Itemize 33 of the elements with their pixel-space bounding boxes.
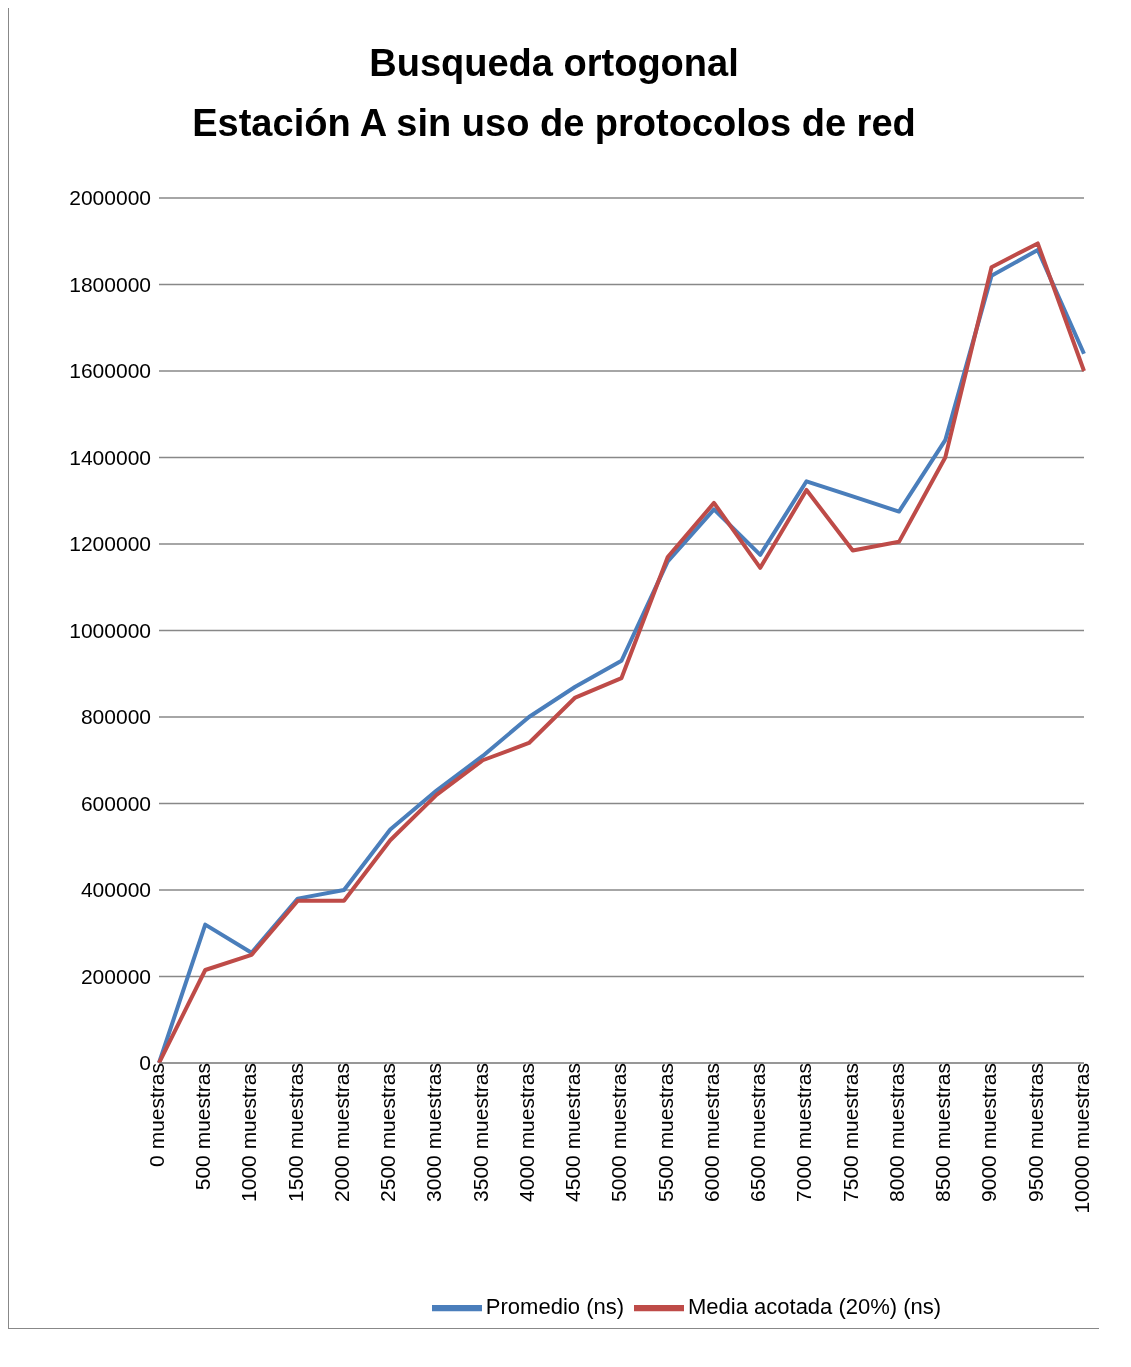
x-tick-label: 2000 muestras — [329, 1063, 353, 1202]
x-tick-label: 500 muestras — [191, 1063, 215, 1191]
x-tick-label: 4500 muestras — [561, 1063, 585, 1202]
x-tick-label: 3500 muestras — [468, 1063, 492, 1202]
x-tick-label: 7500 muestras — [838, 1063, 862, 1202]
x-tick-label: 9000 muestras — [977, 1063, 1001, 1202]
x-tick-label: 5000 muestras — [607, 1063, 631, 1202]
x-tick-label: 7000 muestras — [792, 1063, 816, 1202]
y-tick-label: 2000000 — [69, 186, 151, 210]
x-tick-label: 1500 muestras — [283, 1063, 307, 1202]
x-tick-label: 1000 muestras — [237, 1063, 261, 1202]
x-tick-label: 10000 muestras — [1069, 1063, 1093, 1214]
x-tick-label: 6000 muestras — [699, 1063, 723, 1202]
x-tick-label: 5500 muestras — [653, 1063, 677, 1202]
x-tick-label: 3000 muestras — [422, 1063, 446, 1202]
legend-label: Media acotada (20%) (ns) — [688, 1293, 942, 1319]
y-tick-label: 200000 — [80, 964, 151, 988]
y-tick-label: 400000 — [80, 878, 151, 902]
y-tick-label: 600000 — [80, 791, 151, 815]
y-tick-label: 1800000 — [69, 272, 151, 296]
y-tick-label: 1400000 — [69, 445, 151, 469]
x-tick-label: 8500 muestras — [931, 1063, 955, 1202]
x-tick-label: 8000 muestras — [884, 1063, 908, 1202]
y-tick-label: 800000 — [80, 705, 151, 729]
y-tick-label: 1200000 — [69, 532, 151, 556]
x-tick-label: 2500 muestras — [376, 1063, 400, 1202]
legend-label: Promedio (ns) — [485, 1293, 625, 1319]
y-tick-label: 1000000 — [69, 618, 151, 642]
chart-title: Busqueda ortogonal Estación A sin uso de protocolos de red — [191, 41, 917, 146]
y-tick-label: 1600000 — [69, 359, 151, 383]
x-tick-label: 9500 muestras — [1023, 1063, 1047, 1202]
x-tick-label: 4000 muestras — [514, 1063, 538, 1202]
x-tick-label: 6500 muestras — [746, 1063, 770, 1202]
